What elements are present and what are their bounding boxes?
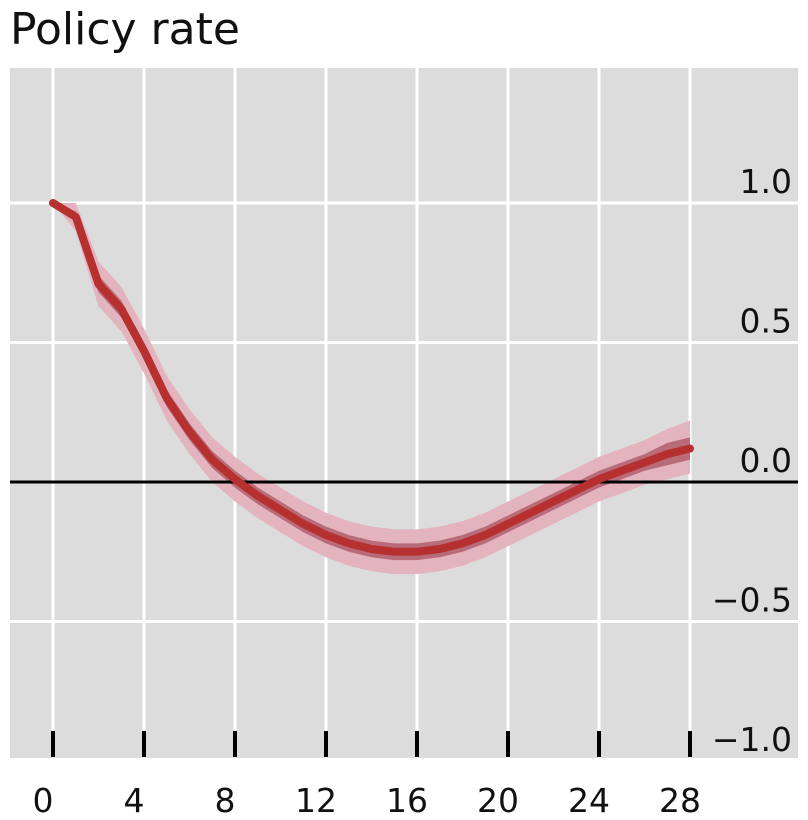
x-tick-label: 4 — [124, 781, 145, 820]
chart-title: Policy rate — [10, 4, 240, 55]
y-tick-label: −0.5 — [712, 581, 792, 620]
median-line — [49, 199, 694, 556]
y-tick-label: 1.0 — [740, 162, 792, 201]
y-tick-label: 0.5 — [740, 302, 792, 341]
x-tick-label: 20 — [477, 781, 519, 820]
x-tick-label: 8 — [215, 781, 236, 820]
x-tick-label: 0 — [33, 781, 54, 820]
y-tick-label: 0.0 — [740, 441, 792, 480]
plot-area — [10, 68, 798, 758]
y-tick-label: −1.0 — [712, 720, 792, 759]
x-tick-label: 24 — [568, 781, 610, 820]
x-tick-label: 12 — [295, 781, 337, 820]
x-tick-label: 16 — [386, 781, 428, 820]
x-tick-label: 28 — [659, 781, 701, 820]
